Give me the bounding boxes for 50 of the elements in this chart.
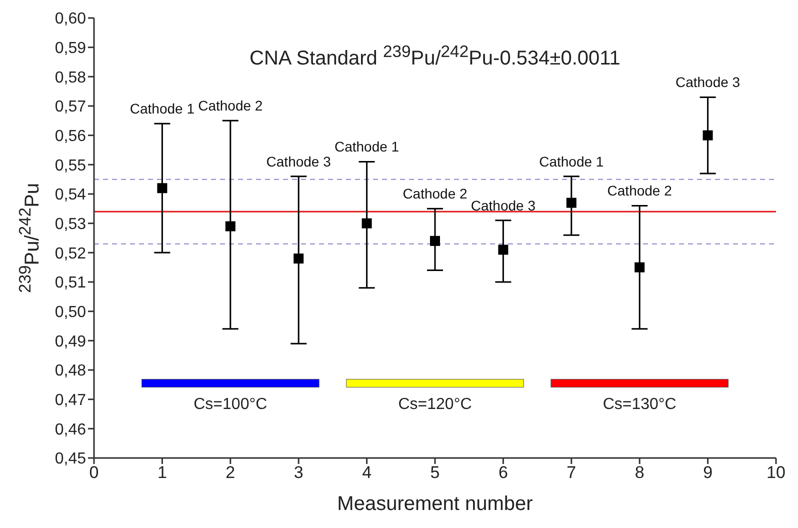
annotation: Cathode 2 xyxy=(198,98,263,114)
y-tick-label: 0,56 xyxy=(54,128,86,146)
text: CNA Standard $^{239}$Pu/$^{242}$Pu-0.534±0.0011 xyxy=(248,42,622,71)
y-tick-label: 0,48 xyxy=(54,362,86,380)
y-tick-label: 0,54 xyxy=(54,186,86,204)
y-tick-label: 0,57 xyxy=(54,98,86,116)
annotation: Cs=100°C xyxy=(194,396,268,414)
x-tick-label: 1 xyxy=(157,463,167,482)
x-tick-label: 6 xyxy=(498,463,508,482)
y-tick-label: 0,55 xyxy=(54,157,86,174)
point xyxy=(362,218,372,228)
point xyxy=(157,183,168,194)
y-tick-label: 0,60 xyxy=(54,10,86,28)
x-tick-label: 7 xyxy=(566,463,576,482)
y-tick-label: 0,49 xyxy=(54,333,86,350)
x-tick-label: 8 xyxy=(634,463,644,482)
point xyxy=(566,198,576,208)
point xyxy=(702,130,713,140)
y-tick-label: 0,51 xyxy=(54,274,86,292)
y-tick-label: 0,59 xyxy=(54,40,86,58)
annotation: Cs=120°C xyxy=(398,396,472,414)
annotation: Cathode 2 xyxy=(607,182,672,199)
annotation: Cs=130°C xyxy=(602,396,676,414)
annotation: Cathode 1 xyxy=(130,100,195,117)
y-tick-label: 0,47 xyxy=(54,392,86,410)
x-tick-label: 3 xyxy=(294,463,304,482)
annotation: Cathode 3 xyxy=(675,74,740,90)
x-tick-label: 9 xyxy=(703,463,713,482)
y-tick-label: 0,58 xyxy=(54,69,86,86)
x-axis-title: Measurement number xyxy=(337,493,534,515)
y-tick-label: 0,46 xyxy=(54,421,86,438)
point xyxy=(430,236,440,246)
point xyxy=(225,221,236,232)
annotation: Cathode 3 xyxy=(266,153,332,170)
annotation: Cathode 3 xyxy=(470,197,536,214)
y-tick-label: 0,53 xyxy=(54,216,86,234)
x-tick-label: 5 xyxy=(430,463,440,482)
annotation: Cathode 1 xyxy=(334,138,400,155)
y-tick-label: 0,52 xyxy=(54,245,86,262)
annotation: Cathode 2 xyxy=(402,186,468,202)
x-tick-label: 2 xyxy=(226,463,236,482)
x-tick-label: 4 xyxy=(362,463,372,482)
annotation: Cathode 1 xyxy=(539,153,604,170)
point xyxy=(498,244,508,255)
x-tick-label: 10 xyxy=(766,463,786,482)
point xyxy=(634,262,645,272)
point xyxy=(294,254,304,264)
x-tick-label: 0 xyxy=(89,463,99,482)
y-tick-label: 0,50 xyxy=(54,304,86,322)
y-tick-label: 0,45 xyxy=(54,450,86,468)
